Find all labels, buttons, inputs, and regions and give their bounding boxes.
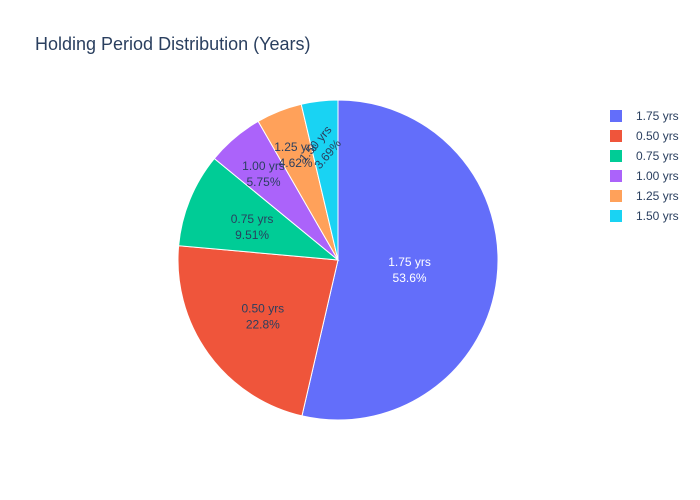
- legend-item-1-75-yrs[interactable]: 1.75 yrs: [610, 109, 679, 123]
- legend-swatch-1-25-yrs: [610, 190, 622, 202]
- slice-percent-1-25-yrs: 4.62%: [279, 156, 313, 170]
- slice-label-1-75-yrs: 1.75 yrs 53.6%: [388, 255, 431, 285]
- slice-percent-1-00-yrs: 5.75%: [247, 175, 281, 189]
- legend-item-0-75-yrs[interactable]: 0.75 yrs: [610, 149, 679, 163]
- legend-item-0-50-yrs[interactable]: 0.50 yrs: [610, 129, 679, 143]
- legend-swatch-1-50-yrs: [610, 210, 622, 222]
- legend-item-1-50-yrs[interactable]: 1.50 yrs: [610, 209, 679, 223]
- legend-item-1-25-yrs[interactable]: 1.25 yrs: [610, 189, 679, 203]
- legend-label-1-25-yrs: 1.25 yrs: [636, 189, 679, 203]
- legend-swatch-1-00-yrs: [610, 170, 622, 182]
- pie-slice-1-75-yrs[interactable]: [301, 99, 499, 421]
- legend-swatch-0-50-yrs: [610, 130, 622, 142]
- slice-name-1-00-yrs: 1.00 yrs: [242, 159, 285, 173]
- slice-name-0-50-yrs: 0.50 yrs: [242, 301, 285, 315]
- slice-percent-1-75-yrs: 53.6%: [393, 271, 427, 285]
- pie-slice-0-75-yrs[interactable]: [178, 157, 340, 261]
- legend-label-0-75-yrs: 0.75 yrs: [636, 149, 679, 163]
- legend-swatch-0-75-yrs: [610, 150, 622, 162]
- slice-percent-0-50-yrs: 22.8%: [246, 317, 280, 331]
- slice-name-0-75-yrs: 0.75 yrs: [231, 212, 274, 226]
- legend-label-1-00-yrs: 1.00 yrs: [636, 169, 679, 183]
- pie-slice-1-50-yrs[interactable]: [300, 99, 339, 261]
- legend: 1.75 yrs 0.50 yrs 0.75 yrs 1.00 yrs 1.25 yrs…: [610, 109, 679, 223]
- chart-title: Holding Period Distribution (Years): [35, 34, 310, 54]
- legend-label-0-50-yrs: 0.50 yrs: [636, 129, 679, 143]
- pie-slices: [177, 99, 499, 421]
- slice-name-1-75-yrs: 1.75 yrs: [388, 255, 431, 269]
- legend-label-1-50-yrs: 1.50 yrs: [636, 209, 679, 223]
- pie-slice-0-50-yrs[interactable]: [177, 245, 339, 417]
- legend-label-1-75-yrs: 1.75 yrs: [636, 109, 679, 123]
- legend-item-1-00-yrs[interactable]: 1.00 yrs: [610, 169, 679, 183]
- legend-swatch-1-75-yrs: [610, 110, 622, 122]
- slice-label-0-50-yrs: 0.50 yrs 22.8%: [242, 301, 285, 331]
- slice-percent-0-75-yrs: 9.51%: [235, 228, 269, 242]
- slice-name-1-25-yrs: 1.25 yrs: [274, 140, 317, 154]
- slice-label-1-25-yrs: 1.25 yrs 4.62%: [274, 140, 317, 170]
- slice-label-0-75-yrs: 0.75 yrs 9.51%: [231, 212, 274, 242]
- slice-label-1-00-yrs: 1.00 yrs 5.75%: [242, 159, 285, 189]
